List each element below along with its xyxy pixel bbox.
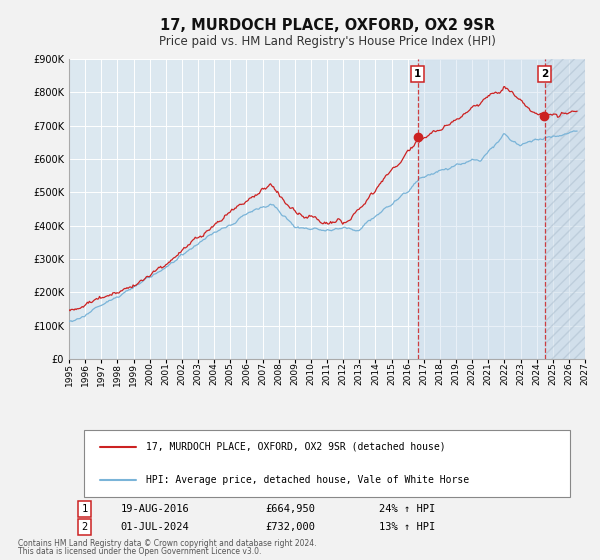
Text: 2025: 2025 [548,362,557,385]
Text: HPI: Average price, detached house, Vale of White Horse: HPI: Average price, detached house, Vale… [146,475,470,485]
Text: 2004: 2004 [209,362,218,385]
Text: 2016: 2016 [403,362,412,385]
Text: This data is licensed under the Open Government Licence v3.0.: This data is licensed under the Open Gov… [18,547,262,556]
Text: 2000: 2000 [145,362,154,385]
Text: 2023: 2023 [516,362,525,385]
Text: 2027: 2027 [581,362,589,385]
Text: 1996: 1996 [80,362,89,385]
Text: 2001: 2001 [161,362,170,385]
Text: 19-AUG-2016: 19-AUG-2016 [121,504,190,514]
Text: 2013: 2013 [355,362,364,385]
Text: 17, MURDOCH PLACE, OXFORD, OX2 9SR: 17, MURDOCH PLACE, OXFORD, OX2 9SR [160,18,494,32]
Bar [545,59,585,359]
Text: 2015: 2015 [387,362,396,385]
Text: 1: 1 [82,504,88,514]
Text: 2018: 2018 [436,362,445,385]
Text: 2: 2 [82,521,88,531]
Text: 2007: 2007 [258,362,267,385]
Text: 2012: 2012 [338,362,347,385]
Text: 1999: 1999 [129,362,138,385]
Text: 2022: 2022 [500,362,509,385]
Text: 17, MURDOCH PLACE, OXFORD, OX2 9SR (detached house): 17, MURDOCH PLACE, OXFORD, OX2 9SR (deta… [146,442,446,451]
Bar [545,59,585,359]
Text: £664,950: £664,950 [265,504,315,514]
Text: 1: 1 [414,69,421,79]
Text: 2017: 2017 [419,362,428,385]
Text: 2006: 2006 [242,362,251,385]
Text: 2005: 2005 [226,362,235,385]
Text: £732,000: £732,000 [265,521,315,531]
Text: 1998: 1998 [113,362,122,385]
Text: 2009: 2009 [290,362,299,385]
Text: 2010: 2010 [307,362,316,385]
Text: 2003: 2003 [193,362,203,385]
Text: 13% ↑ HPI: 13% ↑ HPI [379,521,435,531]
Text: 1997: 1997 [97,362,106,385]
Text: 2014: 2014 [371,362,380,385]
Text: 2024: 2024 [532,362,541,385]
FancyBboxPatch shape [85,430,569,497]
Text: 2011: 2011 [323,362,331,385]
Text: 01-JUL-2024: 01-JUL-2024 [121,521,190,531]
Text: Contains HM Land Registry data © Crown copyright and database right 2024.: Contains HM Land Registry data © Crown c… [18,539,317,548]
Text: 2019: 2019 [452,362,461,385]
Text: 2002: 2002 [178,362,187,385]
Text: 2026: 2026 [565,362,574,385]
Text: 2020: 2020 [467,362,476,385]
Text: 2: 2 [541,69,548,79]
Text: 2008: 2008 [274,362,283,385]
Text: 2021: 2021 [484,362,493,385]
Bar [418,59,545,359]
Text: 24% ↑ HPI: 24% ↑ HPI [379,504,435,514]
Text: Price paid vs. HM Land Registry's House Price Index (HPI): Price paid vs. HM Land Registry's House … [158,35,496,49]
Text: 1995: 1995 [65,362,74,385]
